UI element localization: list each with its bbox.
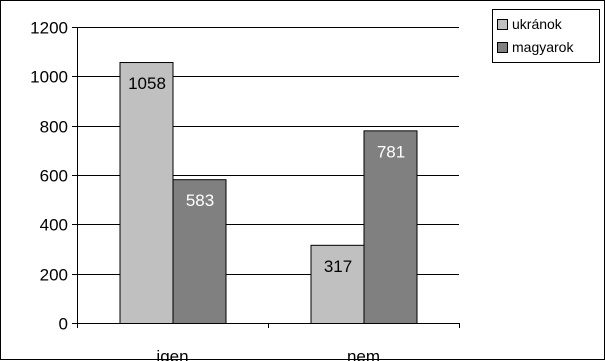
y-tick-label: 0 [59,315,68,334]
x-category-label: nem [347,347,380,361]
y-tick-label: 200 [40,266,68,285]
y-tick-label: 1200 [30,19,68,38]
data-label: 583 [186,191,214,210]
bar-magyarok-igen [172,179,227,324]
legend-item-ukranok: ukránok [497,16,562,32]
legend-label-magyarok: magyarok [512,39,574,55]
bar-ukránok-igen [119,62,174,324]
data-label: 317 [324,257,352,276]
x-category-label: igen [156,347,188,361]
data-label: 781 [377,142,405,161]
bar-ukránok-nem [310,244,365,325]
y-tick-label: 800 [40,118,68,137]
legend-item-magyarok: magyarok [497,39,573,55]
y-tick-label: 600 [40,167,68,186]
y-tick-label: 400 [40,216,68,235]
y-tick-label: 1000 [30,68,68,87]
bar-magyarok-nem [363,130,418,324]
legend-label-ukranok: ukránok [512,16,562,32]
legend-swatch-ukranok [497,18,508,30]
chart-legend: ukránok magyarok [492,9,600,63]
legend-swatch-magyarok [497,41,508,53]
data-label: 1058 [128,74,166,93]
